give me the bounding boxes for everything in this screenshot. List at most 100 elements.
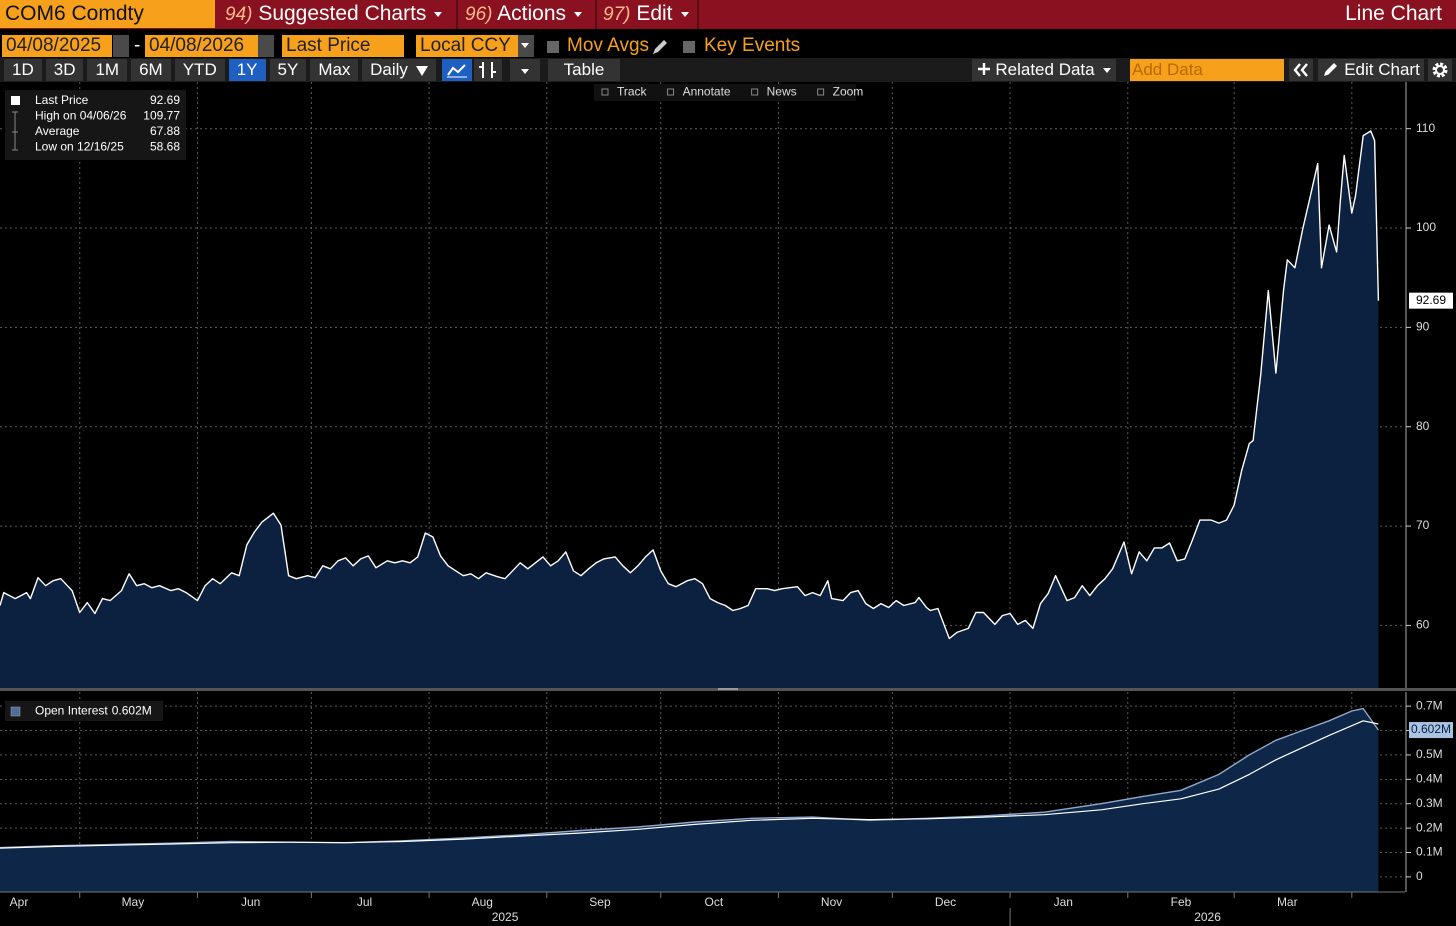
news-icon	[751, 88, 759, 96]
y-tick-label: 60	[1416, 618, 1430, 632]
y-tick-label: 90	[1416, 320, 1430, 334]
bar-chart-button[interactable]	[474, 59, 502, 81]
separator	[595, 0, 597, 29]
option-mov-avgs[interactable]: Mov Avgs	[567, 35, 650, 56]
x-tick-label: Sep	[589, 895, 611, 909]
y-tick-label: 0.1M	[1416, 845, 1443, 859]
related-data-button[interactable]: Related Data	[972, 59, 1116, 81]
add-data-input[interactable]: Add Data	[1130, 59, 1284, 81]
menu-arrow	[434, 11, 443, 17]
x-tick-label: Jan	[1054, 895, 1073, 909]
ticker-field[interactable]: COM6 Comdty	[0, 0, 215, 28]
menu-actions[interactable]: 96) Actions	[465, 0, 583, 29]
y-tick-label: 110	[1416, 121, 1435, 135]
dropdown-arrow	[521, 69, 529, 75]
menu-suggested-charts[interactable]: 94) Suggested Charts	[225, 0, 443, 29]
date-separator: -	[134, 35, 141, 56]
range-button[interactable]: 1Y	[228, 59, 266, 81]
legend-swatch	[10, 706, 21, 717]
stats-value: 109.77	[143, 109, 180, 123]
grid	[0, 82, 1405, 892]
stats-label: High on 04/06/26	[35, 109, 127, 123]
settings-button[interactable]	[1428, 59, 1452, 81]
series-line	[0, 130, 1380, 640]
menu-arrow	[574, 11, 583, 17]
x-tick-label: Jun	[241, 895, 260, 909]
calendar-button[interactable]	[113, 35, 129, 57]
y-tick-label: 0.4M	[1416, 771, 1443, 785]
y-tick-label: 0.7M	[1416, 698, 1443, 712]
y-tick-label: 0	[1416, 869, 1423, 883]
menu-label: Edit	[636, 2, 673, 25]
x-tick-label: Feb	[1171, 895, 1192, 909]
x-tick-label: Dec	[935, 895, 956, 909]
range-button[interactable]: 3D	[45, 59, 84, 81]
chart-style-dropdown[interactable]	[510, 59, 540, 81]
range-button[interactable]: YTD	[174, 59, 225, 81]
stats-label: Average	[35, 124, 80, 138]
price-plot	[0, 130, 1380, 688]
chart-tools-bar	[594, 84, 856, 101]
oi-tag	[1409, 722, 1453, 739]
menu-arrow	[680, 11, 689, 17]
tool-zoom[interactable]: Zoom	[833, 85, 864, 99]
range-button[interactable]: 6M	[131, 59, 171, 81]
overlay: 6070809010011000.1M0.2M0.3M0.4M0.5M0.6M0…	[0, 82, 1456, 926]
line-chart-button[interactable]	[442, 59, 472, 81]
edit-chart-button[interactable]: Edit Chart	[1318, 59, 1424, 81]
frequency-select[interactable]: Daily	[362, 59, 436, 81]
year-label: 2026	[1194, 910, 1221, 924]
oi-legend-name: Open Interest	[35, 704, 108, 718]
y-tick-label: 0.5M	[1416, 747, 1443, 761]
double-chevron-icon	[1293, 63, 1308, 77]
tool-annotate[interactable]: Annotate	[683, 85, 731, 99]
menu-key: 94)	[225, 4, 253, 25]
stats-value: 92.69	[150, 93, 180, 107]
line-icon	[447, 64, 467, 78]
y-tick-label: 80	[1416, 419, 1430, 433]
currency-dropdown[interactable]	[518, 35, 534, 57]
x-tick-label: Aug	[472, 895, 493, 909]
start-date[interactable]: 04/08/2025	[2, 35, 112, 57]
y-tick-label: 0.3M	[1416, 796, 1443, 810]
range-button[interactable]: 1D	[4, 59, 42, 81]
option-key-events[interactable]: Key Events	[704, 35, 801, 56]
menu-label: Suggested Charts	[258, 2, 427, 25]
related-data-label: Related Data	[995, 60, 1095, 79]
calendar-button[interactable]	[258, 35, 274, 57]
title-bar	[0, 0, 1456, 29]
chart: 6070809010011000.1M0.2M0.3M0.4M0.5M0.6M0…	[0, 82, 1456, 926]
oi-legend-box	[5, 701, 163, 721]
x-tick-label: Nov	[821, 895, 842, 909]
range-button[interactable]: 1M	[87, 59, 128, 81]
range-button[interactable]: Max	[310, 59, 359, 81]
stats-label: Last Price	[35, 93, 89, 107]
frequency-label: Daily	[370, 60, 408, 79]
menu-edit[interactable]: 97) Edit	[603, 0, 689, 29]
range-button[interactable]: 5Y	[269, 59, 307, 81]
table-button[interactable]: Table	[548, 59, 620, 81]
x-tick-label: Oct	[705, 895, 724, 909]
last-price-tag	[1409, 292, 1453, 309]
average-line	[0, 720, 1379, 849]
collapse-button[interactable]	[1289, 59, 1313, 81]
tool-track[interactable]: Track	[617, 85, 648, 99]
checkbox[interactable]	[683, 41, 695, 53]
last-price-label: 92.69	[1416, 293, 1446, 307]
legend-swatch	[11, 96, 20, 105]
menu-label: Actions	[497, 2, 567, 25]
y-tick-label: 70	[1416, 518, 1430, 532]
stats-box	[5, 90, 186, 160]
dropdown-arrow	[1102, 68, 1111, 74]
x-tick-label: Jul	[357, 895, 372, 909]
stats-label: Low on 12/16/25	[35, 139, 124, 153]
tool-news[interactable]: News	[767, 85, 797, 99]
zoom-icon	[817, 88, 825, 96]
currency-select[interactable]: Local CCY	[416, 35, 518, 57]
field-select[interactable]: Last Price	[282, 35, 404, 57]
y-tick-label: 0.2M	[1416, 820, 1443, 834]
bar-icon	[479, 62, 496, 78]
checkbox[interactable]	[547, 41, 559, 53]
track-icon	[601, 88, 609, 96]
end-date[interactable]: 04/08/2026	[145, 35, 258, 57]
